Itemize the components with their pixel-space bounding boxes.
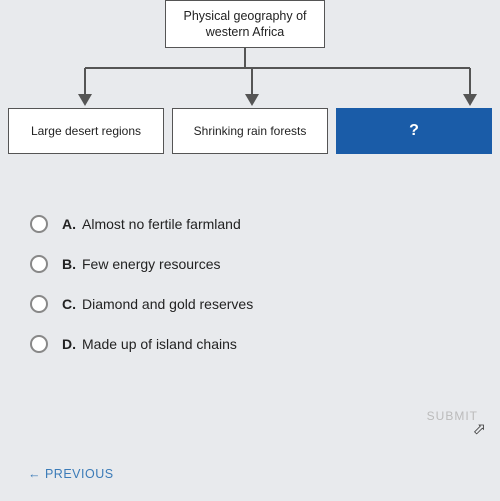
diagram-child-box: Shrinking rain forests	[172, 108, 328, 154]
previous-button[interactable]: ← PREVIOUS	[28, 467, 114, 481]
option-label: D. Made up of island chains	[62, 336, 237, 352]
option-a[interactable]: A. Almost no fertile farmland	[30, 215, 500, 233]
radio-icon[interactable]	[30, 255, 48, 273]
diagram-root-box: Physical geography of western Africa	[165, 0, 325, 48]
option-text: Almost no fertile farmland	[82, 216, 241, 232]
diagram-child-box: Large desert regions	[8, 108, 164, 154]
radio-icon[interactable]	[30, 335, 48, 353]
option-b[interactable]: B. Few energy resources	[30, 255, 500, 273]
diagram-root-label: Physical geography of western Africa	[170, 8, 320, 41]
option-text: Made up of island chains	[82, 336, 237, 352]
diagram-child-label: Large desert regions	[31, 124, 141, 138]
answer-options: A. Almost no fertile farmland B. Few energ…	[0, 215, 500, 353]
diagram-connectors	[0, 48, 500, 108]
option-text: Diamond and gold reserves	[82, 296, 253, 312]
option-label: A. Almost no fertile farmland	[62, 216, 241, 232]
diagram-children-row: Large desert regions Shrinking rain fore…	[0, 108, 500, 154]
option-text: Few energy resources	[82, 256, 221, 272]
concept-diagram: Physical geography of western Africa Lar…	[0, 0, 500, 175]
option-letter: D.	[62, 336, 76, 352]
option-c[interactable]: C. Diamond and gold reserves	[30, 295, 500, 313]
diagram-child-label: ?	[409, 122, 419, 140]
option-letter: A.	[62, 216, 76, 232]
option-letter: C.	[62, 296, 76, 312]
diagram-child-box-unknown: ?	[336, 108, 492, 154]
radio-icon[interactable]	[30, 295, 48, 313]
option-label: B. Few energy resources	[62, 256, 221, 272]
diagram-child-label: Shrinking rain forests	[194, 124, 307, 138]
option-label: C. Diamond and gold reserves	[62, 296, 253, 312]
cursor-icon: ⬀	[473, 419, 486, 439]
radio-icon[interactable]	[30, 215, 48, 233]
option-letter: B.	[62, 256, 76, 272]
option-d[interactable]: D. Made up of island chains	[30, 335, 500, 353]
